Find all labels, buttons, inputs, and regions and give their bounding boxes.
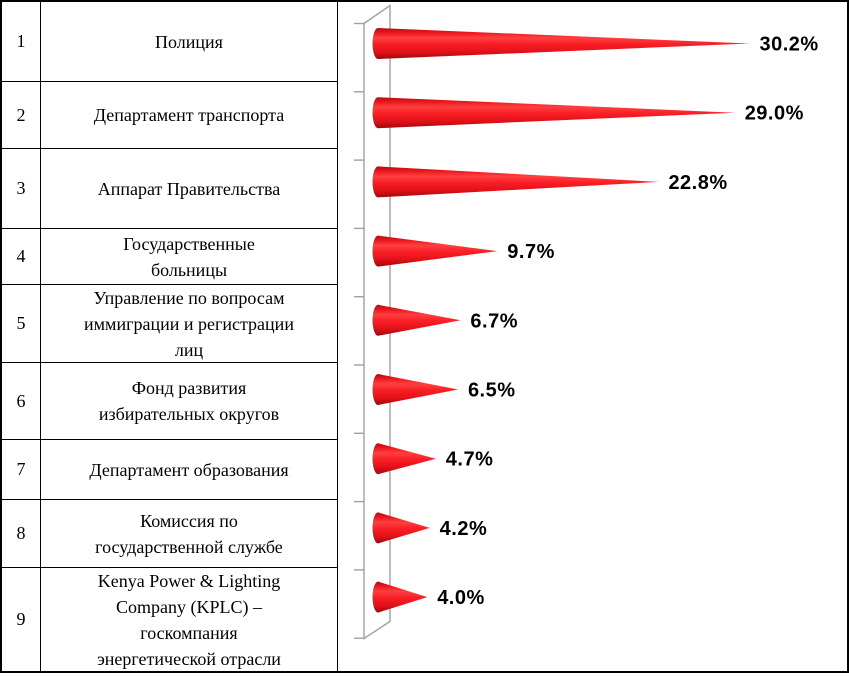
row-number: 6 <box>2 363 41 439</box>
cone-bar: 6.5% <box>372 374 516 405</box>
cone-bar: 4.7% <box>372 443 494 475</box>
table-row: 3 Аппарат Правительства <box>2 149 337 229</box>
cone-bar-chart: 30.2% 29.0% 22.8% 9.7% 6.7% 6.5% 4.7% 4.2% 4.0% <box>338 2 847 671</box>
cone-body <box>378 97 735 129</box>
cone-body <box>378 166 659 198</box>
data-label: 30.2% <box>759 34 818 56</box>
row-number: 9 <box>2 568 41 671</box>
data-label: 4.2% <box>440 518 488 540</box>
table-row: 9 Kenya Power & Lighting Company (KPLC) –… <box>2 568 337 671</box>
row-number: 8 <box>2 500 41 567</box>
data-label: 4.0% <box>437 587 485 609</box>
agency-name: Фонд развития избирательных округов <box>98 378 280 424</box>
table-row: 7 Департамент образования <box>2 440 337 500</box>
table-row: 1 Полиция <box>2 2 337 82</box>
cone-bar: 4.2% <box>372 512 488 544</box>
row-number: 5 <box>2 285 41 362</box>
row-number: 1 <box>2 2 41 81</box>
table-row: 8 Комиссия по государственной службе <box>2 500 337 568</box>
cone-body <box>378 581 428 613</box>
agency-name: Управление по вопросам иммиграции и реги… <box>84 287 294 360</box>
agency-name: Департамент транспорта <box>93 105 285 125</box>
data-label: 6.7% <box>470 310 518 332</box>
agency-name: Департамент образования <box>89 459 289 480</box>
agency-name: Полиция <box>155 31 223 52</box>
cone-body <box>378 28 750 59</box>
cone-body <box>378 304 461 336</box>
agency-name: Государственные больницы <box>123 233 255 280</box>
cone-body <box>378 512 430 544</box>
agencies-table: 1 Полиция 2 Департамент транспорта 3 Аппарат … <box>2 2 338 671</box>
row-number: 7 <box>2 440 41 499</box>
data-label: 22.8% <box>668 172 727 194</box>
cone-bar: 9.7% <box>372 235 555 267</box>
cone-bar: 22.8% <box>372 166 727 198</box>
table-row: 6 Фонд развития избирательных округов <box>2 363 337 440</box>
row-number: 4 <box>2 229 41 284</box>
cone-bar: 30.2% <box>372 28 818 59</box>
cone-series: 30.2% 29.0% 22.8% 9.7% 6.7% 6.5% 4.7% 4.2% 4.0% <box>372 28 818 613</box>
data-label: 4.7% <box>446 449 494 471</box>
chart-3d-wall <box>354 4 391 640</box>
data-label: 6.5% <box>468 380 516 402</box>
data-label: 9.7% <box>507 241 555 263</box>
table-row: 2 Департамент транспорта <box>2 82 337 149</box>
chart-svg: 30.2% 29.0% 22.8% 9.7% 6.7% 6.5% 4.7% 4.2% 4.0% <box>354 4 818 640</box>
row-number: 3 <box>2 149 41 228</box>
table-row: 5 Управление по вопросам иммиграции и рег… <box>2 285 337 363</box>
cone-body <box>378 374 458 405</box>
agency-name: Аппарат Правительства <box>97 178 281 199</box>
cone-body <box>378 443 436 475</box>
cone-bar: 4.0% <box>372 581 485 613</box>
row-number: 2 <box>2 82 41 148</box>
agency-name: Kenya Power & Lighting Company (KPLC) – … <box>97 570 281 669</box>
cone-bar: 6.7% <box>372 304 518 336</box>
agency-name: Комиссия по государственной службе <box>95 510 283 557</box>
data-label: 29.0% <box>745 103 804 125</box>
cone-body <box>378 235 498 267</box>
cone-bar: 29.0% <box>372 97 804 129</box>
table-row: 4 Государственные больницы <box>2 229 337 285</box>
